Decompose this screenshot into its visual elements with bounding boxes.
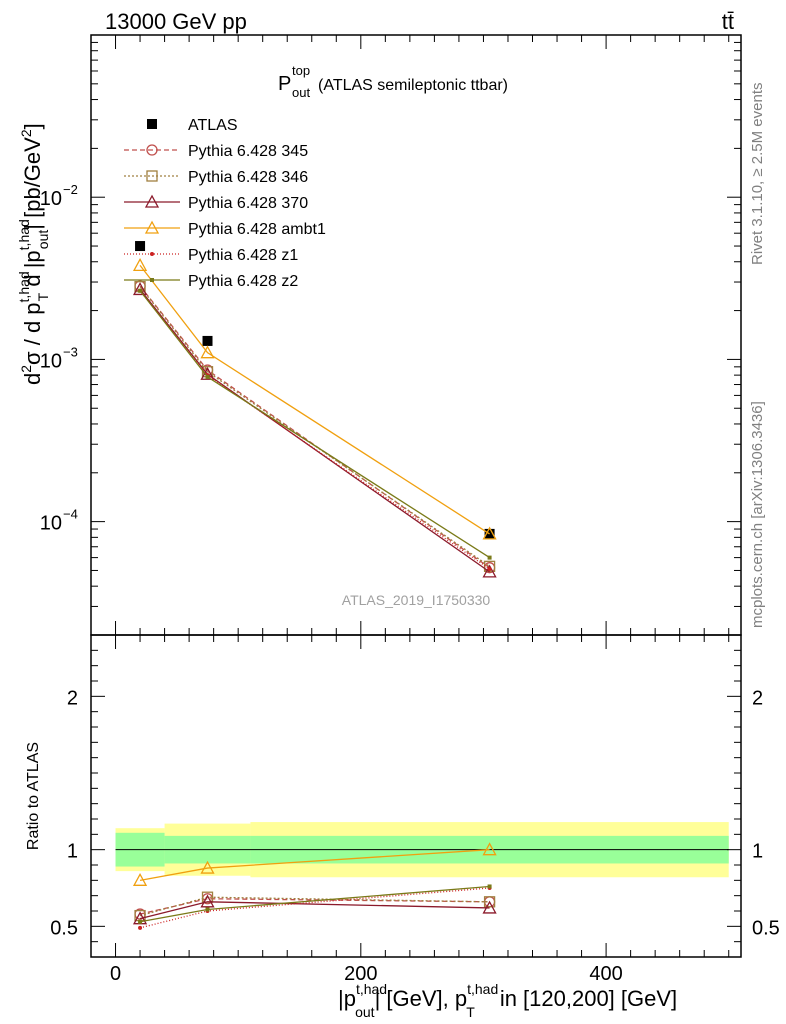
ratio-point: [138, 925, 143, 930]
ratio-point: [487, 884, 492, 889]
process-label: tt̄: [722, 9, 734, 34]
lower-ylabel: Ratio to ATLAS: [25, 742, 42, 850]
legend-marker: [144, 194, 160, 208]
main-ytick-exponent: −4: [63, 507, 78, 522]
main-panel: 10−410−310−2: [40, 34, 742, 636]
ratio-series-pythia-6-428-z2: [138, 884, 492, 924]
legend-label: Pythia 6.428 z1: [188, 247, 298, 264]
legend-marker: [146, 170, 158, 182]
plot-title-main: P: [278, 73, 291, 95]
ratio-ytick-label: 1: [67, 841, 78, 863]
ratio-point: [483, 896, 496, 908]
ratio-ytick-label-right: 0.5: [752, 917, 780, 939]
data-point: [138, 288, 143, 293]
ratio-line: [139, 901, 490, 920]
ratio-point: [205, 907, 210, 912]
mcplots-label: mcplots.cern.ch [arXiv:1306.3436]: [749, 401, 766, 628]
ratio-series-layer: [132, 842, 497, 930]
legend-item: Pythia 6.428 345: [124, 143, 308, 160]
legend-item: Pythia 6.428 z2: [124, 273, 298, 290]
ratio-point: [138, 919, 143, 924]
xtick-label: 0: [110, 963, 121, 985]
ratio-panel: 0.5 0.5 1 1 2 2 0 200 400: [50, 634, 780, 985]
legend-item: Pythia 6.428 z1: [124, 247, 298, 264]
ratio-ytick-label: 0.5: [50, 917, 78, 939]
data-point: [482, 564, 497, 578]
ratio-line: [139, 849, 490, 881]
ratio-frame: [90, 634, 742, 958]
series-pythia-6-428-ambt1: [132, 258, 497, 540]
main-ytick-exponent: −3: [63, 344, 78, 359]
main-ytick-exponent: −2: [63, 182, 78, 197]
data-point: [200, 345, 215, 359]
legend-label: Pythia 6.428 ambt1: [188, 221, 326, 238]
ratio-line: [139, 887, 490, 929]
legend-marker: [146, 144, 158, 156]
plot-title-sub: out: [292, 85, 310, 100]
ratio-ytick-label: 2: [67, 687, 78, 709]
ratio-point: [482, 900, 497, 914]
xtick-label: 400: [589, 963, 622, 985]
data-point: [205, 374, 210, 379]
xtick-label: 200: [344, 963, 377, 985]
energy-label: 13000 GeV pp: [105, 9, 247, 34]
ratio-point: [482, 842, 497, 856]
series-line: [139, 286, 490, 567]
ratio-line: [139, 898, 490, 915]
data-point: [132, 282, 148, 296]
legend-item: ATLAS: [147, 117, 238, 134]
series-pythia-6-428-346: [134, 280, 496, 572]
ratio-bands: [115, 822, 729, 878]
data-point: [132, 258, 148, 272]
series-line: [139, 285, 490, 569]
rivet-label: Rivet 3.1.10, ≥ 2.5M events: [749, 83, 766, 266]
data-point: [487, 567, 492, 572]
data-point: [487, 555, 492, 560]
ratio-ytick-label-right: 1: [752, 841, 763, 863]
legend-item: Pythia 6.428 346: [124, 169, 308, 186]
ratio-series-pythia-6-428-ambt1: [132, 842, 497, 886]
series-line: [139, 264, 490, 535]
legend-item: Pythia 6.428 370: [124, 194, 308, 212]
legend-label: Pythia 6.428 370: [188, 195, 308, 212]
data-point: [135, 241, 146, 252]
upper-ylabel: d2σ / d pt,had T d |pt,had out| [pb/GeV2]: [16, 123, 51, 385]
ratio-ytick-label-right: 2: [752, 687, 763, 709]
series-line: [139, 289, 490, 573]
series-pythia-6-428-z2: [138, 288, 492, 560]
legend-marker: [150, 252, 154, 256]
main-series-layer: [132, 241, 497, 578]
data-point: [202, 335, 213, 346]
ratio-point: [132, 872, 148, 886]
main-ytick-label: 10: [40, 350, 62, 372]
legend-label: Pythia 6.428 345: [188, 143, 308, 160]
legend-label: Pythia 6.428 346: [188, 169, 308, 186]
main-ytick-label: 10: [40, 188, 62, 210]
xlabel: |pt,had out| [GeV], pt,had Tin [120,200] […: [338, 981, 677, 1020]
main-ytick-label: 10: [40, 513, 62, 535]
plot-title-sup: top: [292, 63, 310, 78]
plot-title-suffix: (ATLAS semileptonic ttbar): [318, 77, 508, 94]
analysis-id: ATLAS_2019_I1750330: [342, 592, 491, 608]
legend-label: Pythia 6.428 z2: [188, 273, 298, 290]
series-pythia-6-428-345: [134, 280, 496, 574]
plot-title: P top out (ATLAS semileptonic ttbar): [278, 63, 508, 100]
ratio-point: [200, 860, 215, 874]
legend-label: ATLAS: [188, 117, 238, 134]
data-point: [482, 526, 497, 540]
series-line: [139, 290, 490, 559]
legend-item: Pythia 6.428 ambt1: [124, 220, 326, 238]
ratio-point: [200, 894, 215, 908]
legend-marker: [150, 278, 154, 282]
legend: ATLAS Pythia 6.428 345 Pythia 6.428 346 Pyt…: [124, 117, 326, 290]
ratio-line: [139, 896, 490, 917]
ratio-series-pythia-6-428-z1: [138, 886, 492, 930]
legend-marker: [144, 220, 160, 234]
legend-marker: [147, 119, 157, 129]
